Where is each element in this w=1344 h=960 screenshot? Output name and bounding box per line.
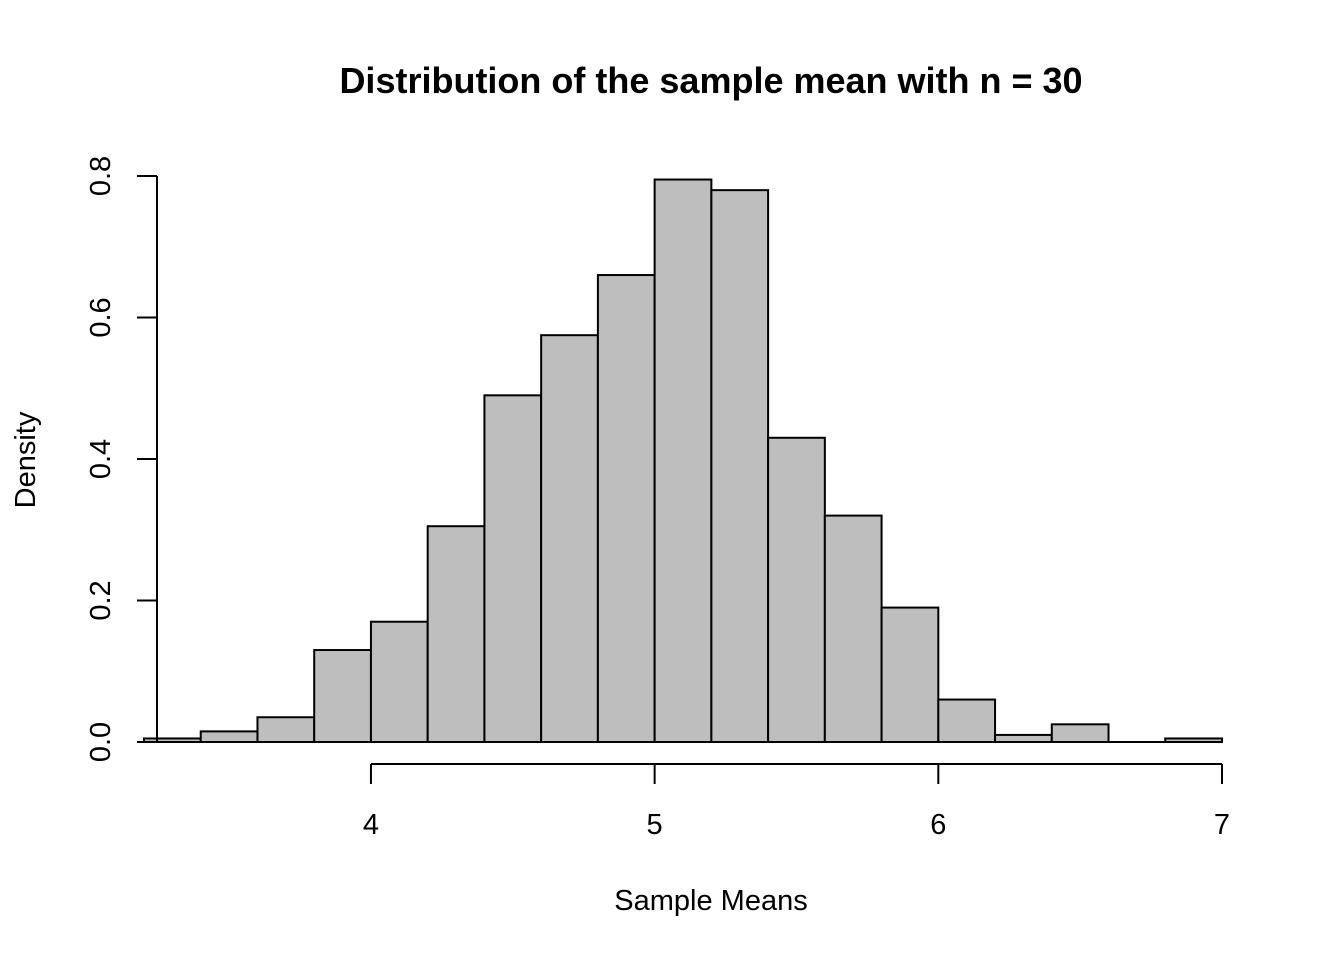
histogram-bar [994,733,1053,743]
histogram-bar [767,436,826,743]
bars-group [143,178,1224,744]
histogram-bar [1050,723,1110,743]
y-tick-label: 0.8 [85,156,117,196]
x-axis-label: Sample Means [614,885,807,917]
histogram-bar [710,189,770,743]
histogram-bar [653,178,713,744]
y-tick-label: 0.0 [85,722,117,762]
histogram-bar [596,274,656,743]
histogram-bar [256,716,316,743]
chart-title: Distribution of the sample mean with n =… [339,60,1082,101]
x-tick-label: 6 [930,809,946,841]
x-tick-label: 5 [647,809,663,841]
y-axis-label: Density [10,411,42,508]
histogram-bar [937,698,997,743]
y-tick-label: 0.2 [85,580,117,620]
histogram-bar [483,394,543,743]
histogram-bar [540,334,599,743]
histogram-bar [1164,737,1224,744]
histogram-bar [313,649,372,744]
histogram-bar [199,730,259,744]
x-tick-label: 7 [1214,809,1230,841]
histogram-bar [369,620,429,743]
x-axis: 4 5 6 7 [363,763,1230,841]
y-tick-label: 0.4 [85,439,117,479]
histogram-bar [880,606,940,744]
histogram-bar [426,525,486,744]
y-axis: 0.0 0.2 0.4 0.6 0.8 [85,156,158,762]
y-tick-label: 0.6 [85,297,117,337]
x-tick-label: 4 [363,809,379,841]
histogram-bar [823,514,883,743]
